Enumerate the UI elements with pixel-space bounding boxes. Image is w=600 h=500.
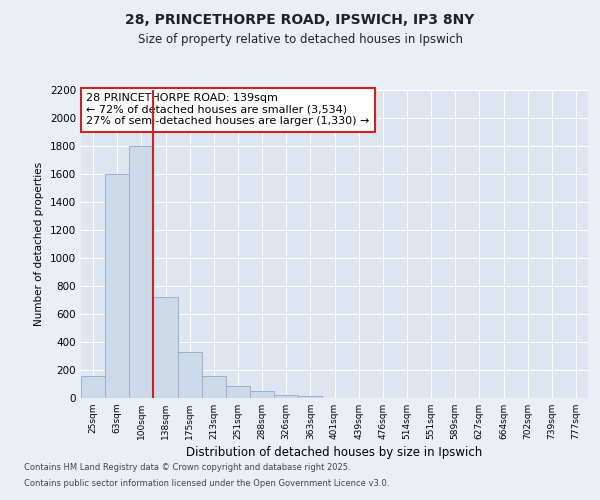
Bar (105, 174, 129, 398)
Text: 28 PRINCETHORPE ROAD: 139sqm
← 72% of detached houses are smaller (3,534)
27% of: 28 PRINCETHORPE ROAD: 139sqm ← 72% of de… (86, 93, 370, 126)
Bar (226, 386, 250, 398)
X-axis label: Distribution of detached houses by size in Ipswich: Distribution of detached houses by size … (187, 446, 482, 458)
Bar (154, 297, 178, 398)
Bar (298, 396, 322, 398)
Text: 28, PRINCETHORPE ROAD, IPSWICH, IP3 8NY: 28, PRINCETHORPE ROAD, IPSWICH, IP3 8NY (125, 12, 475, 26)
Bar (81, 376, 105, 398)
Bar (202, 376, 226, 398)
Bar (178, 352, 202, 398)
Bar (274, 394, 298, 398)
Text: Size of property relative to detached houses in Ipswich: Size of property relative to detached ho… (137, 32, 463, 46)
Bar (250, 391, 274, 398)
Bar (129, 146, 154, 398)
Text: Contains HM Land Registry data © Crown copyright and database right 2025.: Contains HM Land Registry data © Crown c… (24, 464, 350, 472)
Text: Contains public sector information licensed under the Open Government Licence v3: Contains public sector information licen… (24, 478, 389, 488)
Y-axis label: Number of detached properties: Number of detached properties (34, 162, 44, 326)
